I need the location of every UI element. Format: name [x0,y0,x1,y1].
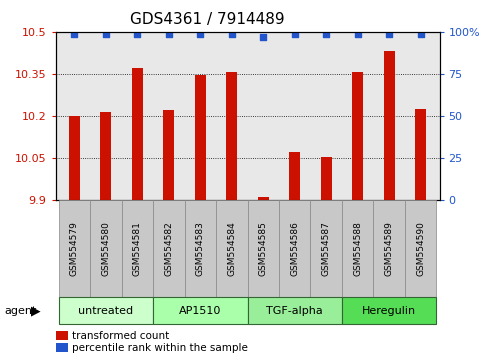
Bar [132,68,143,200]
Bar [321,156,332,200]
Point [417,31,425,36]
Text: GSM554580: GSM554580 [101,221,111,276]
Text: ▶: ▶ [31,304,41,317]
Text: GSM554582: GSM554582 [164,221,173,276]
Point [354,31,362,36]
Point [165,31,173,36]
Text: GSM554588: GSM554588 [353,221,362,276]
Text: GSM554587: GSM554587 [322,221,331,276]
Text: GSM554581: GSM554581 [133,221,142,276]
Point [385,31,393,36]
Text: GSM554590: GSM554590 [416,221,425,276]
Text: GDS4361 / 7914489: GDS4361 / 7914489 [130,12,285,27]
Point [228,31,236,36]
Text: GSM554583: GSM554583 [196,221,205,276]
Text: agent: agent [5,306,37,316]
Bar [69,116,80,200]
Bar [384,51,395,200]
Point [259,34,267,40]
Point [102,31,110,36]
Bar [195,75,206,200]
Point [71,31,78,36]
Text: transformed count: transformed count [72,331,170,341]
Point [197,31,204,36]
Bar [415,109,426,200]
Bar [352,73,363,200]
Text: AP1510: AP1510 [179,306,222,316]
Bar [258,197,269,200]
Bar [100,112,112,200]
Text: TGF-alpha: TGF-alpha [266,306,323,316]
Text: untreated: untreated [78,306,133,316]
Text: GSM554589: GSM554589 [384,221,394,276]
Point [291,31,298,36]
Text: GSM554584: GSM554584 [227,221,236,276]
Text: Heregulin: Heregulin [362,306,416,316]
Bar [289,152,300,200]
Bar [163,110,174,200]
Text: GSM554579: GSM554579 [70,221,79,276]
Text: GSM554585: GSM554585 [259,221,268,276]
Point [133,31,141,36]
Point [322,31,330,36]
Text: GSM554586: GSM554586 [290,221,299,276]
Bar [227,73,237,200]
Text: percentile rank within the sample: percentile rank within the sample [72,343,248,353]
